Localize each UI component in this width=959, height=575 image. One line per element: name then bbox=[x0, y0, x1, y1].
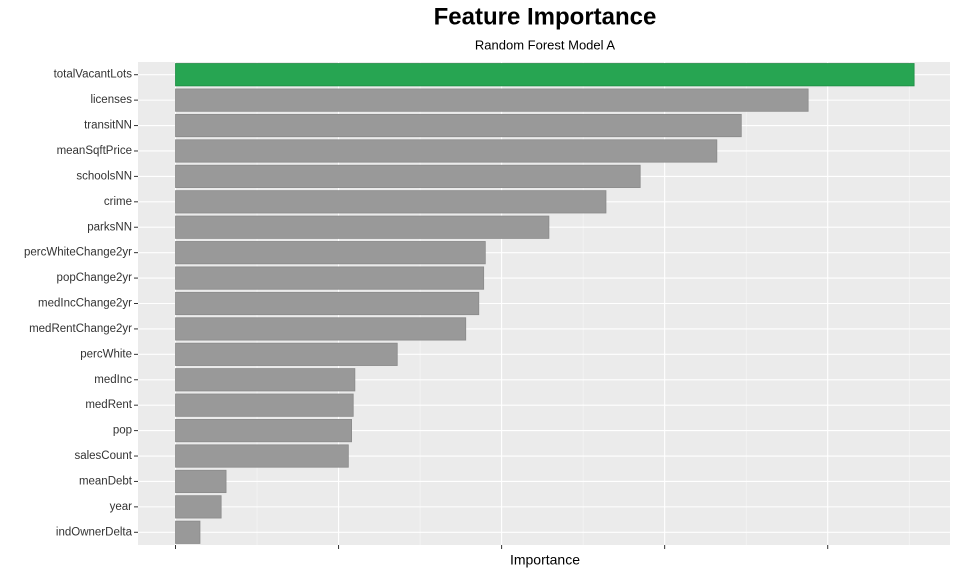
y-tick-label: year bbox=[110, 501, 133, 513]
bar bbox=[175, 291, 480, 316]
bar bbox=[175, 495, 222, 519]
y-tick-label: crime bbox=[104, 196, 132, 208]
bar bbox=[175, 393, 354, 417]
chart-title: Feature Importance bbox=[434, 3, 657, 30]
bar bbox=[175, 520, 201, 544]
bar bbox=[175, 317, 467, 341]
y-tick-label: parksNN bbox=[87, 221, 132, 233]
y-tick-label: indOwnerDelta bbox=[56, 526, 133, 538]
bar bbox=[175, 113, 742, 138]
bar bbox=[175, 419, 352, 443]
bar bbox=[175, 139, 718, 163]
y-tick-label: salesCount bbox=[74, 450, 132, 462]
bar bbox=[175, 164, 641, 188]
y-tick-label: medRentChange2yr bbox=[29, 323, 132, 335]
bar bbox=[175, 190, 607, 214]
bar bbox=[175, 215, 550, 239]
y-tick-label: medInc bbox=[94, 374, 132, 386]
x-axis-label: Importance bbox=[510, 552, 580, 568]
y-tick-label: percWhiteChange2yr bbox=[24, 247, 132, 259]
y-tick-label: meanDebt bbox=[79, 475, 133, 487]
y-tick-label: pop bbox=[113, 425, 132, 437]
bar bbox=[175, 444, 349, 468]
bar bbox=[175, 266, 485, 290]
y-tick-label: meanSqftPrice bbox=[57, 145, 132, 157]
y-tick-label: transitNN bbox=[84, 120, 132, 132]
y-tick-label: totalVacantLots bbox=[54, 69, 133, 81]
y-tick-label: popChange2yr bbox=[57, 272, 133, 284]
y-tick-label: medIncChange2yr bbox=[38, 298, 132, 310]
bar bbox=[175, 469, 227, 494]
bar bbox=[175, 241, 486, 265]
bar bbox=[175, 368, 356, 392]
y-tick-label: medRent bbox=[85, 399, 132, 411]
bar bbox=[175, 342, 398, 366]
y-tick-label: schoolsNN bbox=[76, 170, 132, 182]
chart-subtitle: Random Forest Model A bbox=[475, 37, 616, 52]
y-tick-label: percWhite bbox=[80, 348, 132, 360]
bar bbox=[175, 63, 915, 87]
bar bbox=[175, 88, 809, 112]
y-tick-label: licenses bbox=[90, 94, 132, 106]
